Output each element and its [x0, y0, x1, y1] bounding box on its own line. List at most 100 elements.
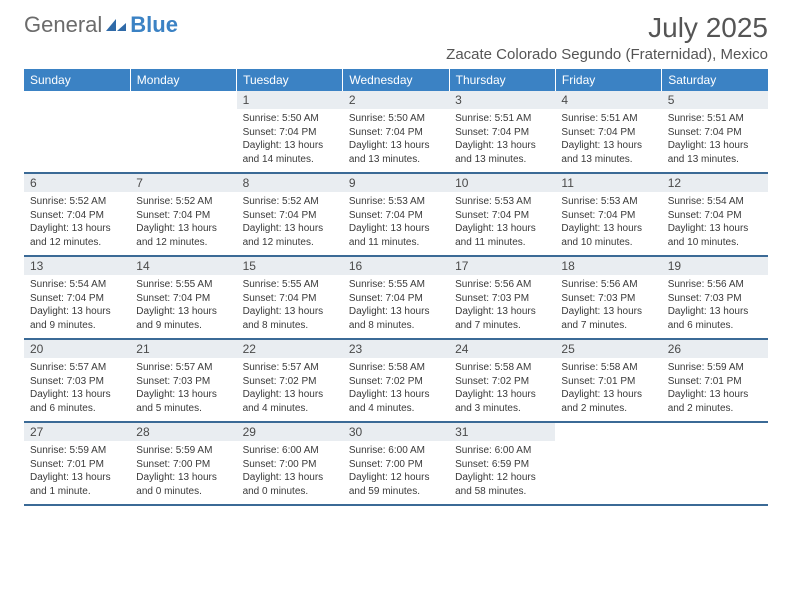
day-number: 17: [449, 257, 555, 275]
day-content: Sunrise: 5:50 AMSunset: 7:04 PMDaylight:…: [237, 109, 343, 172]
day-header: Saturday: [662, 69, 768, 91]
calendar-week-row: 20Sunrise: 5:57 AMSunset: 7:03 PMDayligh…: [24, 339, 768, 422]
daylight-text: Daylight: 13 hours and 9 minutes.: [136, 305, 230, 332]
day-number: 22: [237, 340, 343, 358]
sunset-text: Sunset: 7:03 PM: [668, 292, 762, 306]
day-content: Sunrise: 5:57 AMSunset: 7:02 PMDaylight:…: [237, 358, 343, 421]
calendar-day-cell: 12Sunrise: 5:54 AMSunset: 7:04 PMDayligh…: [662, 173, 768, 256]
day-header: Monday: [130, 69, 236, 91]
sunset-text: Sunset: 7:04 PM: [349, 292, 443, 306]
sunrise-text: Sunrise: 5:53 AM: [455, 195, 549, 209]
daylight-text: Daylight: 13 hours and 11 minutes.: [455, 222, 549, 249]
sunset-text: Sunset: 7:04 PM: [455, 209, 549, 223]
sunset-text: Sunset: 7:04 PM: [243, 126, 337, 140]
calendar-day-cell: [662, 422, 768, 505]
calendar-day-cell: 29Sunrise: 6:00 AMSunset: 7:00 PMDayligh…: [237, 422, 343, 505]
day-number: 11: [555, 174, 661, 192]
daylight-text: Daylight: 13 hours and 4 minutes.: [243, 388, 337, 415]
day-content: Sunrise: 5:55 AMSunset: 7:04 PMDaylight:…: [237, 275, 343, 338]
day-number: 1: [237, 91, 343, 109]
calendar-day-cell: 7Sunrise: 5:52 AMSunset: 7:04 PMDaylight…: [130, 173, 236, 256]
sunrise-text: Sunrise: 5:56 AM: [668, 278, 762, 292]
day-number: 30: [343, 423, 449, 441]
day-content: Sunrise: 5:51 AMSunset: 7:04 PMDaylight:…: [555, 109, 661, 172]
calendar-day-cell: 11Sunrise: 5:53 AMSunset: 7:04 PMDayligh…: [555, 173, 661, 256]
daylight-text: Daylight: 13 hours and 8 minutes.: [243, 305, 337, 332]
calendar-day-cell: 3Sunrise: 5:51 AMSunset: 7:04 PMDaylight…: [449, 91, 555, 173]
sunrise-text: Sunrise: 6:00 AM: [455, 444, 549, 458]
calendar-day-cell: 27Sunrise: 5:59 AMSunset: 7:01 PMDayligh…: [24, 422, 130, 505]
calendar-page: General Blue July 2025 Zacate Colorado S…: [0, 0, 792, 506]
sunset-text: Sunset: 6:59 PM: [455, 458, 549, 472]
daylight-text: Daylight: 13 hours and 13 minutes.: [349, 139, 443, 166]
daylight-text: Daylight: 12 hours and 58 minutes.: [455, 471, 549, 498]
sunset-text: Sunset: 7:04 PM: [349, 126, 443, 140]
day-content: Sunrise: 5:51 AMSunset: 7:04 PMDaylight:…: [662, 109, 768, 172]
daylight-text: Daylight: 13 hours and 12 minutes.: [30, 222, 124, 249]
day-content: Sunrise: 5:58 AMSunset: 7:01 PMDaylight:…: [555, 358, 661, 421]
month-title: July 2025: [446, 12, 768, 44]
day-number: 9: [343, 174, 449, 192]
calendar-body: 1Sunrise: 5:50 AMSunset: 7:04 PMDaylight…: [24, 91, 768, 505]
calendar-day-cell: 2Sunrise: 5:50 AMSunset: 7:04 PMDaylight…: [343, 91, 449, 173]
page-header: General Blue July 2025 Zacate Colorado S…: [24, 12, 768, 63]
day-content: Sunrise: 5:52 AMSunset: 7:04 PMDaylight:…: [24, 192, 130, 255]
sunrise-text: Sunrise: 5:59 AM: [668, 361, 762, 375]
sunrise-text: Sunrise: 5:57 AM: [30, 361, 124, 375]
calendar-day-cell: 15Sunrise: 5:55 AMSunset: 7:04 PMDayligh…: [237, 256, 343, 339]
logo-sail-icon: [104, 17, 128, 33]
sunset-text: Sunset: 7:04 PM: [455, 126, 549, 140]
sunrise-text: Sunrise: 6:00 AM: [349, 444, 443, 458]
day-content: Sunrise: 5:53 AMSunset: 7:04 PMDaylight:…: [343, 192, 449, 255]
calendar-day-cell: 25Sunrise: 5:58 AMSunset: 7:01 PMDayligh…: [555, 339, 661, 422]
sunset-text: Sunset: 7:04 PM: [668, 209, 762, 223]
sunset-text: Sunset: 7:04 PM: [136, 292, 230, 306]
day-content: Sunrise: 5:53 AMSunset: 7:04 PMDaylight:…: [449, 192, 555, 255]
sunset-text: Sunset: 7:04 PM: [561, 209, 655, 223]
calendar-day-cell: 9Sunrise: 5:53 AMSunset: 7:04 PMDaylight…: [343, 173, 449, 256]
day-number: 15: [237, 257, 343, 275]
calendar-day-cell: 14Sunrise: 5:55 AMSunset: 7:04 PMDayligh…: [130, 256, 236, 339]
sunset-text: Sunset: 7:04 PM: [30, 292, 124, 306]
day-number: 5: [662, 91, 768, 109]
day-number: 28: [130, 423, 236, 441]
sunset-text: Sunset: 7:03 PM: [561, 292, 655, 306]
daylight-text: Daylight: 13 hours and 13 minutes.: [668, 139, 762, 166]
day-content: Sunrise: 5:59 AMSunset: 7:00 PMDaylight:…: [130, 441, 236, 504]
title-block: July 2025 Zacate Colorado Segundo (Frate…: [446, 12, 768, 63]
day-header: Tuesday: [237, 69, 343, 91]
daylight-text: Daylight: 13 hours and 2 minutes.: [561, 388, 655, 415]
sunset-text: Sunset: 7:04 PM: [243, 209, 337, 223]
sunrise-text: Sunrise: 5:59 AM: [136, 444, 230, 458]
day-number: 2: [343, 91, 449, 109]
logo-text-gray: General: [24, 12, 102, 38]
sunrise-text: Sunrise: 5:52 AM: [136, 195, 230, 209]
calendar-day-cell: 24Sunrise: 5:58 AMSunset: 7:02 PMDayligh…: [449, 339, 555, 422]
calendar-day-cell: 4Sunrise: 5:51 AMSunset: 7:04 PMDaylight…: [555, 91, 661, 173]
daylight-text: Daylight: 13 hours and 14 minutes.: [243, 139, 337, 166]
sunrise-text: Sunrise: 5:54 AM: [30, 278, 124, 292]
daylight-text: Daylight: 13 hours and 10 minutes.: [668, 222, 762, 249]
daylight-text: Daylight: 13 hours and 13 minutes.: [455, 139, 549, 166]
sunset-text: Sunset: 7:01 PM: [30, 458, 124, 472]
day-content: Sunrise: 5:57 AMSunset: 7:03 PMDaylight:…: [130, 358, 236, 421]
day-number: 31: [449, 423, 555, 441]
sunrise-text: Sunrise: 5:56 AM: [455, 278, 549, 292]
calendar-day-cell: 6Sunrise: 5:52 AMSunset: 7:04 PMDaylight…: [24, 173, 130, 256]
calendar-day-cell: 23Sunrise: 5:58 AMSunset: 7:02 PMDayligh…: [343, 339, 449, 422]
daylight-text: Daylight: 13 hours and 10 minutes.: [561, 222, 655, 249]
calendar-week-row: 1Sunrise: 5:50 AMSunset: 7:04 PMDaylight…: [24, 91, 768, 173]
day-number: 10: [449, 174, 555, 192]
day-content: Sunrise: 6:00 AMSunset: 6:59 PMDaylight:…: [449, 441, 555, 504]
sunrise-text: Sunrise: 5:52 AM: [243, 195, 337, 209]
day-number: 24: [449, 340, 555, 358]
day-number: 21: [130, 340, 236, 358]
sunset-text: Sunset: 7:03 PM: [455, 292, 549, 306]
sunrise-text: Sunrise: 5:55 AM: [349, 278, 443, 292]
calendar-week-row: 13Sunrise: 5:54 AMSunset: 7:04 PMDayligh…: [24, 256, 768, 339]
calendar-day-cell: 21Sunrise: 5:57 AMSunset: 7:03 PMDayligh…: [130, 339, 236, 422]
sunrise-text: Sunrise: 5:55 AM: [136, 278, 230, 292]
logo-text-blue: Blue: [130, 12, 178, 38]
calendar-day-cell: 20Sunrise: 5:57 AMSunset: 7:03 PMDayligh…: [24, 339, 130, 422]
day-number: 7: [130, 174, 236, 192]
